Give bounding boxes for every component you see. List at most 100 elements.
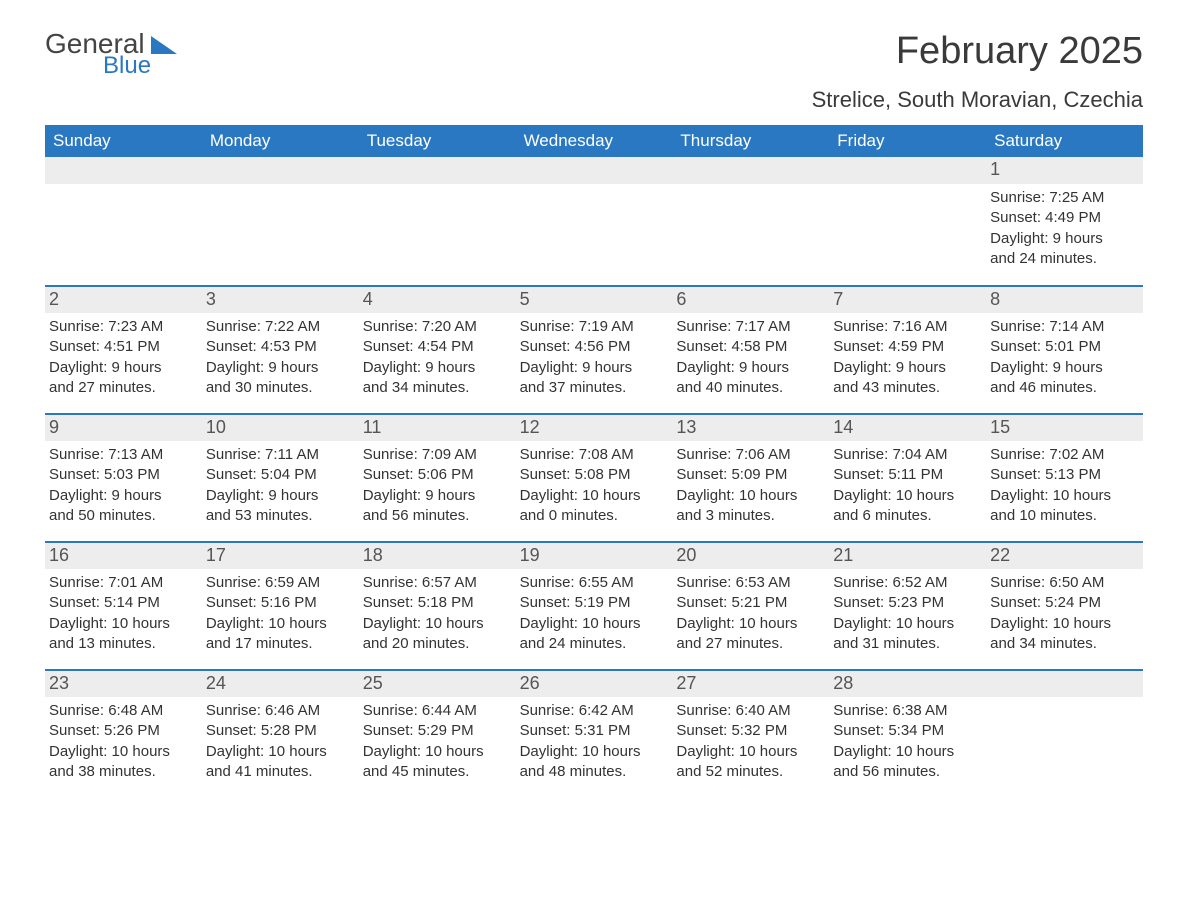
sunrise-line: Sunrise: 6:38 AM: [833, 701, 980, 721]
week-row: 2345678 Sunrise: 7:23 AMSunset: 4:51 PM Da…: [45, 285, 1143, 413]
sunrise-line: Sunrise: 7:19 AM: [520, 317, 667, 337]
sunrise-line: Sunrise: 7:01 AM: [49, 573, 196, 593]
daylight-line-1: Daylight: 10 hours: [520, 742, 667, 762]
daylight-line-2: and 20 minutes.: [363, 634, 510, 654]
day-number: 10: [202, 415, 359, 441]
daylight-line-1: Daylight: 10 hours: [49, 614, 196, 634]
day-cell: Sunrise: 7:13 AMSunset: 5:03 PMDaylight:…: [45, 441, 202, 541]
daylight-line-2: and 43 minutes.: [833, 378, 980, 398]
daylight-line-1: Daylight: 10 hours: [363, 614, 510, 634]
sunrise-line: Sunrise: 7:02 AM: [990, 445, 1137, 465]
daylight-line-1: Daylight: 10 hours: [676, 614, 823, 634]
sunrise-line: Sunrise: 7:08 AM: [520, 445, 667, 465]
daylight-line-1: Daylight: 10 hours: [676, 742, 823, 762]
daylight-line-1: Daylight: 9 hours: [363, 486, 510, 506]
daylight-line-1: Daylight: 9 hours: [206, 486, 353, 506]
daynum-band: 2345678: [45, 287, 1143, 313]
day-number: 7: [829, 287, 986, 313]
daylight-line-2: and 31 minutes.: [833, 634, 980, 654]
day-cell: Sunrise: 6:59 AMSunset: 5:16 PMDaylight:…: [202, 569, 359, 669]
sunrise-line: Sunrise: 6:46 AM: [206, 701, 353, 721]
day-cell: Sunrise: 7:06 AMSunset: 5:09 PMDaylight:…: [672, 441, 829, 541]
day-number: 18: [359, 543, 516, 569]
day-cell: Sunrise: 6:44 AMSunset: 5:29 PMDaylight:…: [359, 697, 516, 797]
daylight-line-2: and 27 minutes.: [49, 378, 196, 398]
daylight-line-1: Daylight: 10 hours: [833, 742, 980, 762]
daynum-band: 16171819202122: [45, 543, 1143, 569]
week-row: 9101112131415Sunrise: 7:13 AMSunset: 5:0…: [45, 413, 1143, 541]
day-number: 25: [359, 671, 516, 697]
sunset-line: Sunset: 5:01 PM: [990, 337, 1137, 357]
daylight-line-2: and 56 minutes.: [833, 762, 980, 782]
dow-cell: Tuesday: [359, 125, 516, 157]
sunset-line: Sunset: 4:56 PM: [520, 337, 667, 357]
day-cell: Sunrise: 7:11 AMSunset: 5:04 PMDaylight:…: [202, 441, 359, 541]
day-number: 6: [672, 287, 829, 313]
daylight-line-1: Daylight: 9 hours: [833, 358, 980, 378]
daylight-line-2: and 50 minutes.: [49, 506, 196, 526]
day-number: 14: [829, 415, 986, 441]
sunset-line: Sunset: 5:28 PM: [206, 721, 353, 741]
day-number: 12: [516, 415, 673, 441]
daynum-band: 9101112131415: [45, 415, 1143, 441]
sunset-line: Sunset: 5:19 PM: [520, 593, 667, 613]
sunrise-line: Sunrise: 6:55 AM: [520, 573, 667, 593]
sunrise-line: Sunrise: 7:17 AM: [676, 317, 823, 337]
sunset-line: Sunset: 5:32 PM: [676, 721, 823, 741]
sunset-line: Sunset: 5:11 PM: [833, 465, 980, 485]
day-number: [672, 157, 829, 184]
daylight-line-2: and 24 minutes.: [990, 249, 1137, 269]
logo: General Blue: [45, 30, 177, 78]
sunset-line: Sunset: 5:16 PM: [206, 593, 353, 613]
sunrise-line: Sunrise: 7:06 AM: [676, 445, 823, 465]
day-number: [202, 157, 359, 184]
sunrise-line: Sunrise: 6:48 AM: [49, 701, 196, 721]
daylight-line-1: Daylight: 9 hours: [990, 229, 1137, 249]
day-cell: Sunrise: 6:46 AMSunset: 5:28 PMDaylight:…: [202, 697, 359, 797]
dow-cell: Saturday: [986, 125, 1143, 157]
sunset-line: Sunset: 4:51 PM: [49, 337, 196, 357]
day-cell: Sunrise: 7:01 AMSunset: 5:14 PMDaylight:…: [45, 569, 202, 669]
daylight-line-1: Daylight: 10 hours: [520, 486, 667, 506]
day-cell: Sunrise: 6:53 AMSunset: 5:21 PMDaylight:…: [672, 569, 829, 669]
day-number: 2: [45, 287, 202, 313]
day-cell: Sunrise: 6:40 AMSunset: 5:32 PMDaylight:…: [672, 697, 829, 797]
daylight-line-1: Daylight: 10 hours: [676, 486, 823, 506]
daylight-line-2: and 38 minutes.: [49, 762, 196, 782]
sunrise-line: Sunrise: 6:42 AM: [520, 701, 667, 721]
daylight-line-2: and 17 minutes.: [206, 634, 353, 654]
daylight-line-2: and 24 minutes.: [520, 634, 667, 654]
day-cell: Sunrise: 7:14 AMSunset: 5:01 PMDaylight:…: [986, 313, 1143, 413]
dow-cell: Wednesday: [516, 125, 673, 157]
sunrise-line: Sunrise: 7:14 AM: [990, 317, 1137, 337]
day-number: 8: [986, 287, 1143, 313]
daylight-line-2: and 45 minutes.: [363, 762, 510, 782]
sunset-line: Sunset: 5:14 PM: [49, 593, 196, 613]
day-number: 22: [986, 543, 1143, 569]
day-number: 9: [45, 415, 202, 441]
daylight-line-2: and 40 minutes.: [676, 378, 823, 398]
sunset-line: Sunset: 5:21 PM: [676, 593, 823, 613]
daylight-line-1: Daylight: 9 hours: [49, 486, 196, 506]
daynum-band: 232425262728: [45, 671, 1143, 697]
day-cell: Sunrise: 7:02 AMSunset: 5:13 PMDaylight:…: [986, 441, 1143, 541]
daylight-line-2: and 13 minutes.: [49, 634, 196, 654]
day-number: 23: [45, 671, 202, 697]
sunrise-line: Sunrise: 7:22 AM: [206, 317, 353, 337]
daylight-line-2: and 52 minutes.: [676, 762, 823, 782]
daylight-line-2: and 27 minutes.: [676, 634, 823, 654]
sunrise-line: Sunrise: 6:57 AM: [363, 573, 510, 593]
sunrise-line: Sunrise: 7:23 AM: [49, 317, 196, 337]
day-cell: Sunrise: 7:08 AMSunset: 5:08 PMDaylight:…: [516, 441, 673, 541]
sunrise-line: Sunrise: 7:11 AM: [206, 445, 353, 465]
day-number: 17: [202, 543, 359, 569]
daynum-band: 1: [45, 157, 1143, 184]
daylight-line-1: Daylight: 10 hours: [990, 614, 1137, 634]
daylight-line-2: and 3 minutes.: [676, 506, 823, 526]
day-number: [359, 157, 516, 184]
day-number: 27: [672, 671, 829, 697]
daylight-line-1: Daylight: 10 hours: [833, 614, 980, 634]
sunrise-line: Sunrise: 7:09 AM: [363, 445, 510, 465]
daylight-line-1: Daylight: 9 hours: [363, 358, 510, 378]
day-cell: Sunrise: 7:17 AMSunset: 4:58 PMDaylight:…: [672, 313, 829, 413]
